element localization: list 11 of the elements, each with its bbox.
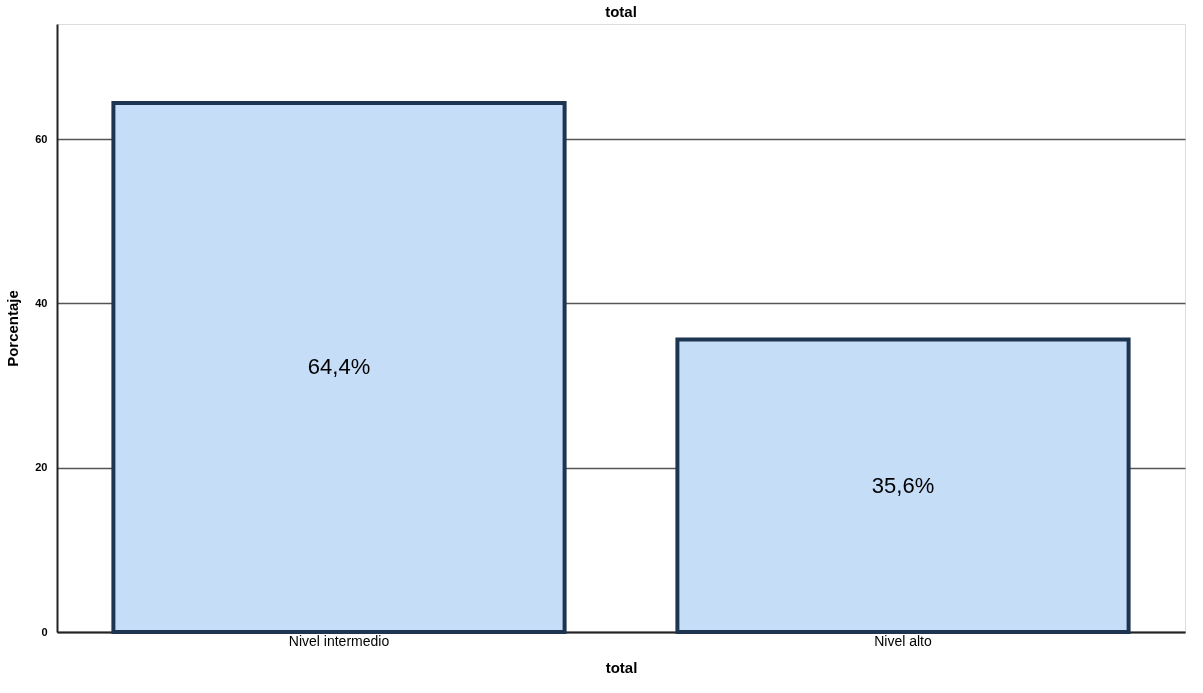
y-tick-label: 60 — [35, 132, 48, 145]
chart-title: total — [605, 3, 637, 20]
x-axis-title: total — [605, 658, 638, 676]
y-axis-title: Porcentaje — [4, 290, 22, 367]
data-label: 35,6% — [871, 472, 935, 498]
y-tick-label: 40 — [35, 296, 48, 309]
y-tick-label: 0 — [41, 625, 48, 638]
x-tick-label: Nivel intermedio — [288, 632, 390, 649]
y-tick-label: 20 — [35, 461, 48, 474]
x-tick-label: Nivel alto — [874, 632, 932, 649]
data-label: 64,4% — [307, 354, 371, 380]
